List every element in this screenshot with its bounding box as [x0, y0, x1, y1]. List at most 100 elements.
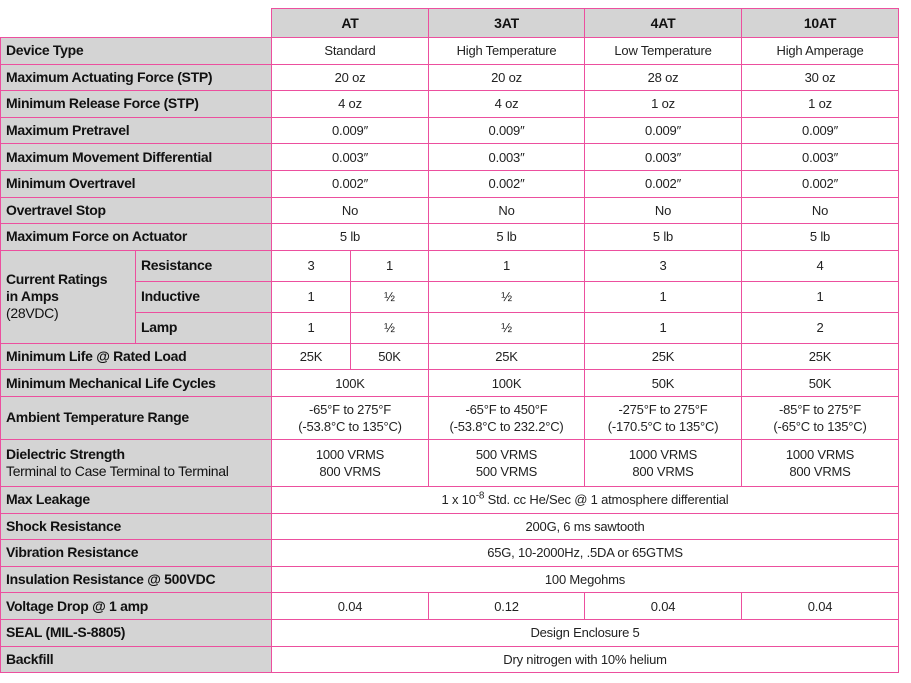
value-cell: 0.003″: [741, 143, 900, 171]
value-text-line2: (-170.5°C to 135°C): [607, 418, 719, 434]
value-text: 50K: [378, 349, 401, 365]
row-label-text: Backfill: [6, 650, 54, 667]
table-row: Insulation Resistance @ 500VDC 100 Megohm…: [0, 565, 900, 594]
value-text: Standard: [324, 43, 376, 59]
table-row: Maximum Pretravel 0.009″ 0.009″ 0.009″ 0.009…: [0, 116, 900, 145]
row-label: Ambient Temperature Range: [0, 395, 272, 440]
row-label-text: Minimum Mechanical Life Cycles: [6, 374, 216, 391]
row-label-text: Dielectric Strength: [6, 445, 125, 462]
value-text: 25K: [495, 349, 518, 365]
value-cell: 25K: [741, 342, 900, 371]
row-label-text: SEAL (MIL-S-8805): [6, 624, 126, 641]
table-row: Minimum Mechanical Life Cycles 100K 100K 50…: [0, 369, 900, 397]
table-row: SEAL (MIL-S-8805) Design Enclosure 5: [0, 618, 900, 647]
value-cell: 1: [349, 249, 430, 282]
value-cell: 0.003″: [428, 143, 586, 171]
value-cell: 1000 VRMS 800 VRMS: [741, 438, 900, 487]
value-cell: No: [428, 196, 586, 225]
value-cell: 0.12: [428, 592, 586, 620]
current-rating-row: Inductive 1 ½ ½ 1 1: [1, 280, 900, 313]
value-cell: -65°F to 275°F (-53.8°C to 135°C): [270, 395, 430, 440]
value-text: -85°F to 275°F: [779, 401, 862, 417]
value-text: -65°F to 450°F: [465, 401, 548, 417]
value-cell: 1: [584, 280, 743, 313]
value-cell: ½: [428, 280, 586, 313]
value-cell: High Temperature: [428, 37, 586, 65]
value-text: 1 oz: [808, 96, 832, 112]
value-cell: 1: [271, 311, 351, 344]
value-text: 100K: [491, 375, 522, 391]
value-cell: 1000 VRMS 800 VRMS: [270, 438, 430, 487]
value-text-line2: (-65°C to 135°C): [773, 418, 867, 434]
value-text: 0.003″: [645, 149, 681, 165]
row-label-text: Ambient Temperature Range: [6, 409, 189, 426]
value-cell: 3: [584, 249, 743, 282]
value-text: 100 Megohms: [544, 572, 626, 588]
value-cell: -275°F to 275°F (-170.5°C to 135°C): [584, 395, 743, 440]
load-type-label: Resistance: [135, 249, 272, 282]
value-cell: 0.009″: [428, 116, 586, 145]
row-label: Maximum Actuating Force (STP): [0, 63, 272, 92]
value-cell: Design Enclosure 5: [270, 618, 900, 647]
current-rating-row: Current Ratings in Amps (28VDC) Resistance 3…: [0, 249, 900, 344]
value-cell: 1: [271, 280, 351, 313]
column-header-3at: 3AT: [428, 8, 586, 38]
value-cell: 1: [584, 311, 743, 344]
value-cell: 500 VRMS 500 VRMS: [428, 438, 586, 487]
value-text: 1000 VRMS: [628, 446, 698, 462]
value-text: 20 oz: [334, 69, 366, 85]
value-text: 0.002″: [332, 176, 368, 192]
value-cell: 100K: [428, 369, 586, 397]
current-ratings-label: Current Ratings in Amps (28VDC): [0, 249, 136, 344]
value-text: 0.009″: [488, 123, 525, 139]
value-text: 0.009″: [802, 123, 838, 139]
value-text: 50K: [808, 375, 832, 391]
value-text: 4 oz: [494, 96, 519, 112]
current-ratings-title-2: in Amps: [6, 288, 59, 305]
value-cell: 28 oz: [584, 63, 743, 92]
value-text: Low Temperature: [614, 43, 712, 59]
value-text: 25K: [299, 349, 323, 365]
table-row: Minimum Release Force (STP) 4 oz 4 oz 1 oz 1…: [0, 90, 900, 118]
row-label-text: Overtravel Stop: [6, 201, 106, 218]
value-text-line2: (-53.8°C to 232.2°C): [449, 418, 564, 434]
value-text-after: Std. cc He/Sec @ 1 atmosphere differenti…: [484, 492, 729, 508]
row-sublabel: Terminal to Case Terminal to Terminal: [6, 462, 229, 479]
current-ratings-note: (28VDC): [6, 305, 59, 322]
value-cell: 4 oz: [428, 90, 586, 118]
value-text: No: [498, 202, 515, 218]
row-label: Minimum Life @ Rated Load: [0, 342, 272, 371]
current-rating-row: Lamp 1 ½ ½ 1 2: [1, 311, 900, 344]
row-label: Maximum Pretravel: [0, 116, 272, 145]
value-text: 0.04: [337, 598, 363, 614]
value-cell: ½: [349, 311, 430, 344]
value-cell: 3: [271, 249, 351, 282]
value-text: 1000 VRMS: [785, 446, 855, 462]
value-cell: 1 oz: [741, 90, 900, 118]
value-cell: 5 lb: [428, 223, 586, 251]
row-label: Minimum Mechanical Life Cycles: [0, 369, 272, 397]
value-cell: 1: [428, 249, 586, 282]
value-cell: 0.003″: [584, 143, 743, 171]
row-label-text: Maximum Actuating Force (STP): [6, 68, 213, 85]
row-label-text: Voltage Drop @ 1 amp: [6, 597, 148, 614]
row-label-text: Maximum Movement Differential: [6, 148, 213, 165]
value-cell: 100K: [270, 369, 430, 397]
value-text: 0.009″: [332, 123, 368, 139]
row-label: Backfill: [0, 645, 272, 674]
value-text: 0.003″: [802, 149, 838, 165]
column-header-10at: 10AT: [741, 8, 900, 38]
value-cell: 1 x 10-8 Std. cc He/Sec @ 1 atmosphere d…: [270, 485, 900, 514]
table-row: Dielectric Strength Terminal to Case Term…: [0, 438, 900, 487]
row-label: Overtravel Stop: [0, 196, 272, 225]
header-blank: [0, 8, 272, 38]
table-row: Maximum Force on Actuator 5 lb 5 lb 5 lb 5 l…: [0, 223, 900, 251]
value-cell: 200G, 6 ms sawtooth: [270, 512, 900, 541]
value-cell: 0.009″: [741, 116, 900, 145]
value-text: 0.04: [650, 598, 676, 614]
value-cell: 5 lb: [270, 223, 430, 251]
value-text: No: [654, 202, 672, 218]
value-text: 0.002″: [488, 176, 525, 192]
value-cell: 0.009″: [584, 116, 743, 145]
value-cell: 2: [741, 311, 900, 344]
